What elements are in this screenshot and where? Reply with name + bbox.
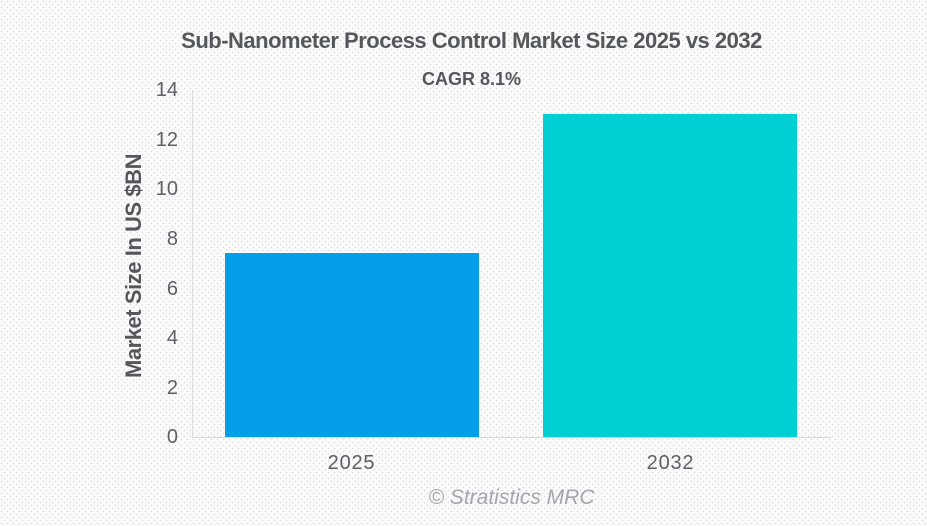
y-tick-label: 10 bbox=[155, 178, 178, 201]
x-axis-line bbox=[192, 437, 831, 438]
bar-2025 bbox=[225, 252, 480, 438]
y-tick-label: 4 bbox=[166, 327, 178, 350]
watermark-text: © Stratistics MRC bbox=[428, 486, 595, 509]
y-tick-label: 12 bbox=[155, 128, 178, 151]
x-tick-label-2025: 2025 bbox=[327, 452, 376, 474]
chart-subtitle: CAGR 8.1% bbox=[421, 69, 522, 89]
y-tick-label: 2 bbox=[166, 376, 178, 399]
x-tick-label-2032: 2032 bbox=[646, 452, 695, 474]
y-axis-line bbox=[192, 90, 193, 438]
y-tick-label: 6 bbox=[166, 277, 178, 300]
y-tick-label: 0 bbox=[166, 426, 178, 449]
bar-2032 bbox=[543, 113, 798, 438]
chart-title: Sub-Nanometer Process Control Market Siz… bbox=[181, 28, 762, 53]
y-tick-label: 14 bbox=[155, 79, 178, 102]
y-tick-label: 8 bbox=[166, 228, 178, 250]
